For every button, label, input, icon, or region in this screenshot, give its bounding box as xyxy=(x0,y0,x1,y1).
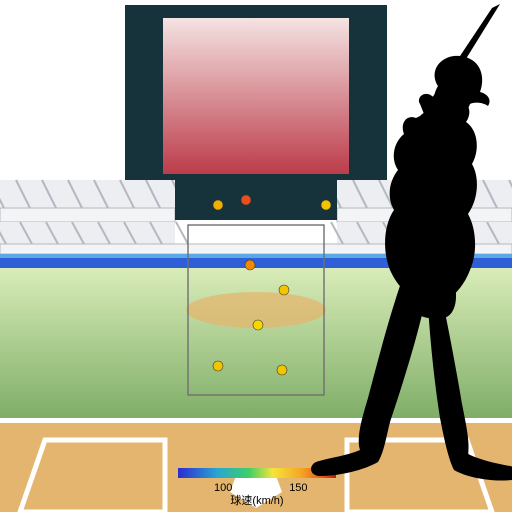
pitch-point xyxy=(245,260,255,270)
pitch-point xyxy=(213,361,223,371)
scoreboard-screen xyxy=(163,18,349,174)
legend-tick: 100 xyxy=(214,482,232,494)
pitch-point xyxy=(277,365,287,375)
pitch-point xyxy=(279,285,289,295)
pitch-point xyxy=(253,320,263,330)
pitch-point xyxy=(241,195,251,205)
pitch-point xyxy=(213,200,223,210)
pitch-point xyxy=(321,200,331,210)
legend-tick: 150 xyxy=(289,482,307,494)
legend-label: 球速(km/h) xyxy=(230,493,283,507)
